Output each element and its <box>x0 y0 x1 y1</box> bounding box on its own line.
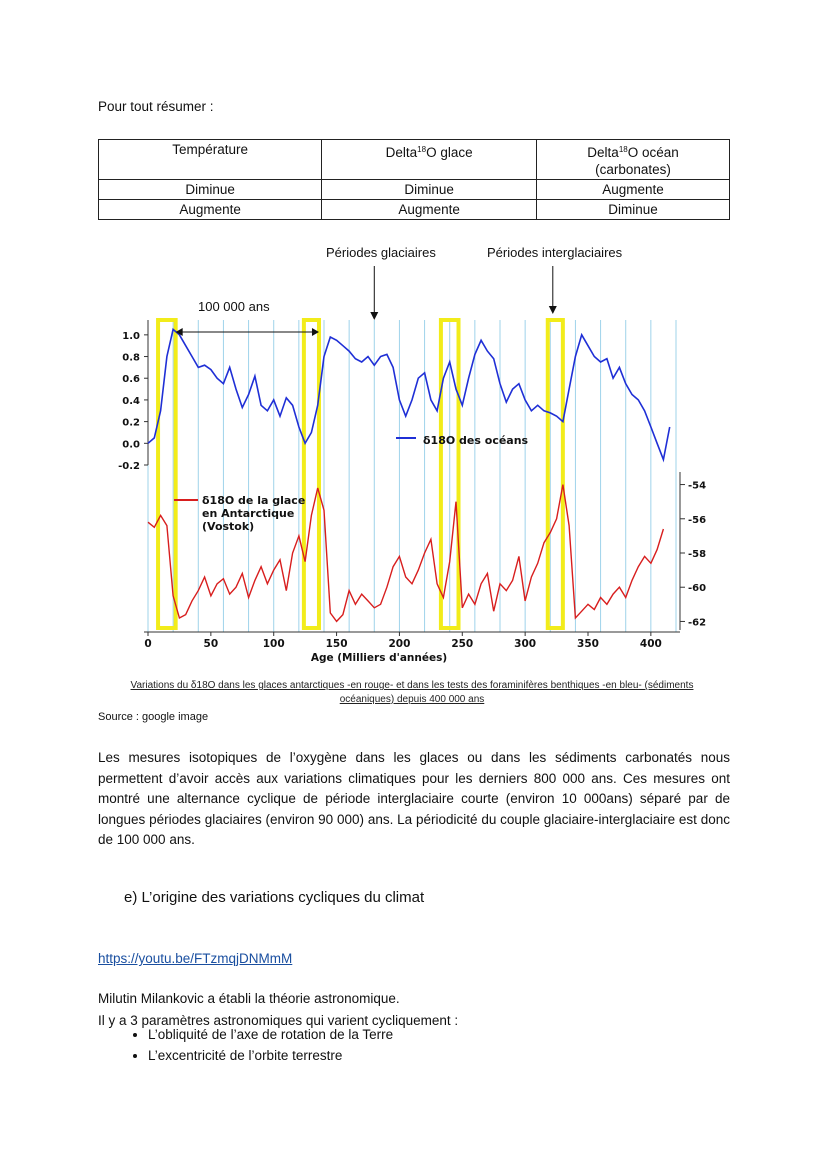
annotation-glaciaires: Périodes glaciaires <box>326 245 436 260</box>
left-axis-tick-label: 1.0 <box>122 331 140 342</box>
x-axis-tick-label: 250 <box>451 638 473 650</box>
x-axis-tick-label: 50 <box>204 638 219 650</box>
figure-source: Source : google image <box>98 711 209 723</box>
video-link[interactable]: https://youtu.be/FTzmqjDNMmM <box>98 951 293 966</box>
ice-delta18o-line <box>147 484 665 623</box>
left-axis-tick-label: 0.4 <box>122 396 140 407</box>
x-axis-tick-label: 0 <box>144 638 151 650</box>
period-arrow-head-right <box>311 328 319 336</box>
x-axis-tick-label: 350 <box>577 638 599 650</box>
ocean-delta18o-line <box>147 327 671 463</box>
delta18o-figure: 1.0 0.8 0.6 0.4 0.2 0.0 -0.2 -54 -56 -58 -60 -62 0 50… <box>98 240 728 706</box>
figure-caption-line1: Variations du δ18O dans les glaces antar… <box>131 680 694 691</box>
left-axis-tick-label: 0.6 <box>122 374 140 385</box>
parameters-intro: Il y a 3 paramètres astronomiques qui va… <box>98 1013 459 1028</box>
x-axis-tick-label: 150 <box>326 638 348 650</box>
interglacial-highlight-box <box>438 318 461 630</box>
period-arrow-head-left <box>175 328 183 336</box>
table-cell: Diminue <box>536 199 730 220</box>
chart-series <box>147 327 671 623</box>
chart-axes: 1.0 0.8 0.6 0.4 0.2 0.0 -0.2 -54 -56 -58 -60 -62 0 50… <box>118 320 706 650</box>
interglacial-highlights <box>156 318 565 630</box>
interglacial-highlight-box <box>301 318 321 630</box>
left-axis-tick-label: 0.2 <box>122 418 140 429</box>
interglacial-highlight-box <box>156 318 178 630</box>
table-cell: Augmente <box>97 199 323 220</box>
left-axis-tick-label: -0.2 <box>118 461 140 472</box>
right-axis-tick-label: -62 <box>688 617 706 628</box>
legend-ocean-label: δ18O des océans <box>423 434 529 447</box>
table-cell: Augmente <box>536 179 730 200</box>
list-item: L’excentricité de l’orbite terrestre <box>148 1045 393 1066</box>
list-item: L’obliquité de l’axe de rotation de la T… <box>148 1024 393 1045</box>
parameters-list: L’obliquité de l’axe de rotation de la T… <box>98 1024 393 1066</box>
x-axis-tick-label: 100 <box>263 638 285 650</box>
x-axis-tick-label: 200 <box>388 638 410 650</box>
x-axis-tick-label: 400 <box>640 638 662 650</box>
summary-title: Pour tout résumer : <box>98 99 214 114</box>
glaciaire-arrow-head <box>370 312 379 320</box>
summary-table: Température Delta18O glace Delta18O océa… <box>97 139 730 220</box>
legend-ice-label: δ18O de la glace en Antarctique (Vostok) <box>202 494 305 533</box>
legend-ice-label-line: (Vostok) <box>202 520 254 533</box>
table-row: Diminue Diminue Augmente <box>97 179 730 200</box>
annotation-arrows <box>175 266 557 336</box>
left-axis-tick-label: 0.8 <box>122 353 140 364</box>
figure-background <box>98 240 728 706</box>
table-header-delta-glace: Delta18O glace <box>321 139 538 180</box>
right-axis-tick-label: -54 <box>688 481 706 492</box>
body-paragraph: Les mesures isotopiques de l’oxygène dan… <box>98 750 730 847</box>
figure-caption-line2: océaniques) depuis 400 000 ans <box>340 694 485 705</box>
table-cell: Diminue <box>321 179 538 200</box>
table-header-delta-ocean: Delta18O océan (carbonates) <box>536 139 730 180</box>
right-axis-tick-label: -58 <box>688 549 706 560</box>
right-axis-tick-label: -56 <box>688 515 706 526</box>
table-cell: Augmente <box>321 199 538 220</box>
table-header-temperature: Température <box>97 139 323 180</box>
right-axis-tick-label: -60 <box>688 583 706 594</box>
table-header-row: Température Delta18O glace Delta18O océa… <box>97 139 730 180</box>
x-axis-tick-label: 300 <box>514 638 536 650</box>
section-title: e) L’origine des variations cycliques du… <box>124 889 425 906</box>
legend-ice-label-line: δ18O de la glace <box>202 494 305 507</box>
left-axis-tick-label: 0.0 <box>122 439 140 450</box>
table-cell: Diminue <box>97 179 323 200</box>
interglacial-highlight-box <box>545 318 565 630</box>
x-axis-label: Age (Milliers d'années) <box>311 652 447 664</box>
milankovic-line: Milutin Milankovic a établi la théorie a… <box>98 991 400 1006</box>
annotation-interglaciaires: Périodes interglaciaires <box>487 245 623 260</box>
annotation-period: 100 000 ans <box>198 299 270 314</box>
table-row: Augmente Augmente Diminue <box>97 199 730 220</box>
legend-ice-label-line: en Antarctique <box>202 507 294 520</box>
interglaciaire-arrow-head <box>548 306 557 314</box>
